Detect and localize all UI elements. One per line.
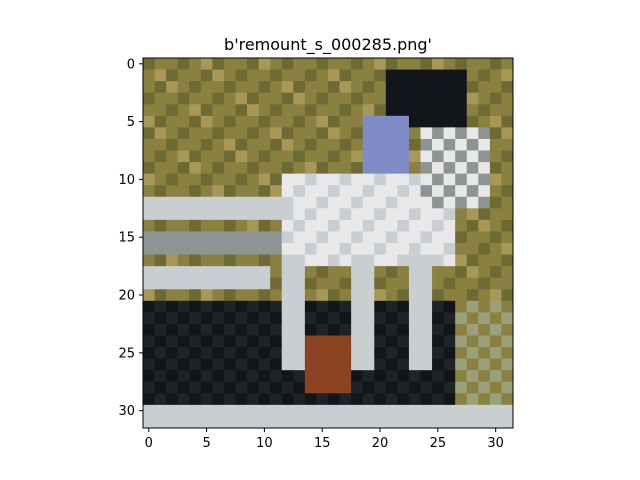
x-tick-label: 5: [202, 436, 210, 451]
x-tick-label: 30: [487, 436, 504, 451]
figure-title: b'remount_s_000285.png': [224, 35, 432, 55]
axes-frame: [142, 57, 514, 429]
x-tick-label: 10: [256, 436, 273, 451]
y-axis: 0 5 10 15 20 25 30: [118, 57, 143, 419]
y-tick-label: 5: [127, 115, 135, 130]
y-tick-label: 25: [118, 346, 135, 361]
x-tick-label: 0: [145, 436, 153, 451]
y-tick-label: 15: [118, 231, 135, 246]
x-tick-label: 15: [314, 436, 331, 451]
pixel-image: [143, 58, 514, 429]
y-tick-label: 10: [118, 173, 135, 188]
x-tick-label: 25: [430, 436, 447, 451]
y-tick-label: 0: [127, 57, 135, 72]
x-tick-label: 20: [372, 436, 389, 451]
y-tick-label: 30: [118, 404, 135, 419]
x-axis: 0 5 10 15 20 25 30: [145, 428, 504, 451]
y-tick-label: 20: [118, 289, 135, 304]
